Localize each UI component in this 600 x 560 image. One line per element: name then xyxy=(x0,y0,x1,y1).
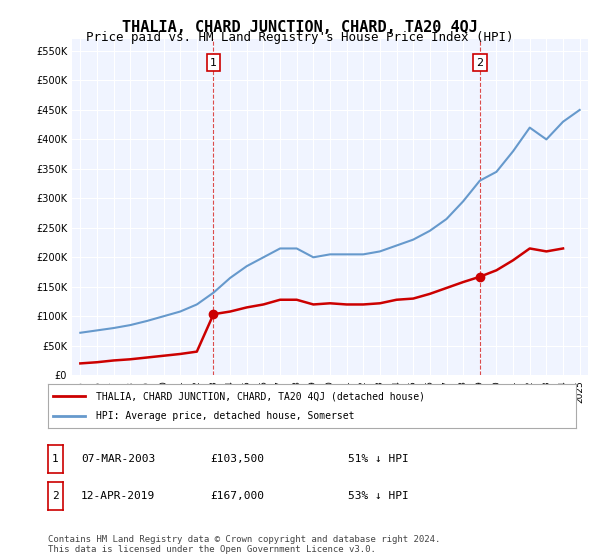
Text: 1: 1 xyxy=(210,58,217,68)
Text: 2: 2 xyxy=(476,58,484,68)
Text: Price paid vs. HM Land Registry's House Price Index (HPI): Price paid vs. HM Land Registry's House … xyxy=(86,31,514,44)
Text: 53% ↓ HPI: 53% ↓ HPI xyxy=(348,491,409,501)
Text: Contains HM Land Registry data © Crown copyright and database right 2024.
This d: Contains HM Land Registry data © Crown c… xyxy=(48,535,440,554)
Text: 1: 1 xyxy=(52,454,59,464)
Text: THALIA, CHARD JUNCTION, CHARD, TA20 4QJ: THALIA, CHARD JUNCTION, CHARD, TA20 4QJ xyxy=(122,20,478,35)
Text: £167,000: £167,000 xyxy=(210,491,264,501)
Text: THALIA, CHARD JUNCTION, CHARD, TA20 4QJ (detached house): THALIA, CHARD JUNCTION, CHARD, TA20 4QJ … xyxy=(95,391,425,401)
Text: £103,500: £103,500 xyxy=(210,454,264,464)
Text: 2: 2 xyxy=(52,491,59,501)
Text: HPI: Average price, detached house, Somerset: HPI: Average price, detached house, Some… xyxy=(95,411,354,421)
Text: 51% ↓ HPI: 51% ↓ HPI xyxy=(348,454,409,464)
Text: 12-APR-2019: 12-APR-2019 xyxy=(81,491,155,501)
Text: 07-MAR-2003: 07-MAR-2003 xyxy=(81,454,155,464)
